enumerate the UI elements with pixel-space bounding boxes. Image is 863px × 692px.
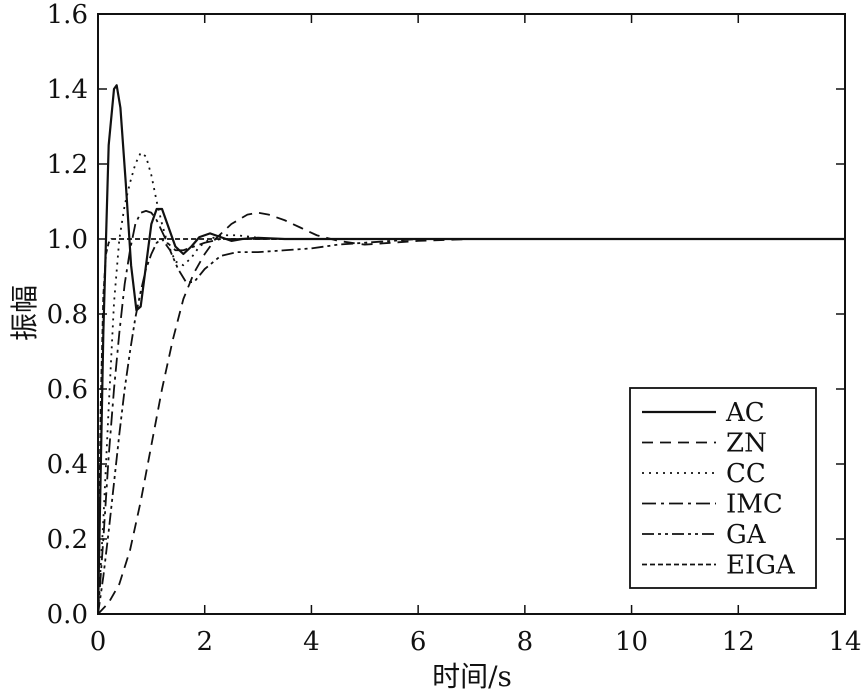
y-tick-labels: 0.0 0.2 0.4 0.6 0.8 1.0 1.2 1.4 1.6 bbox=[47, 0, 88, 630]
legend-label-eiga: EIGA bbox=[726, 551, 796, 581]
y-tick-label: 1.6 bbox=[47, 0, 88, 30]
y-tick-label: 0.8 bbox=[47, 300, 88, 330]
y-tick-label: 0.6 bbox=[47, 375, 88, 405]
x-tick-label: 4 bbox=[303, 627, 320, 657]
y-tick-label: 0.4 bbox=[47, 450, 88, 480]
legend-label-zn: ZN bbox=[726, 429, 767, 459]
legend-label-cc: CC bbox=[726, 459, 766, 489]
y-tick-label: 1.2 bbox=[47, 150, 88, 180]
series-line-ga bbox=[98, 238, 845, 614]
x-axis-label: 时间/s bbox=[432, 660, 512, 692]
x-tick-label: 6 bbox=[410, 627, 427, 657]
x-tick-label: 10 bbox=[615, 627, 648, 657]
y-tick-label: 1.4 bbox=[47, 75, 88, 105]
x-tick-labels: 0 2 4 6 8 10 12 14 bbox=[90, 627, 862, 657]
series-line-imc bbox=[98, 209, 845, 614]
y-axis-label: 振幅 bbox=[8, 285, 41, 341]
y-tick-label: 0.0 bbox=[47, 600, 88, 630]
axis-ticks bbox=[97, 13, 846, 615]
legend-box bbox=[629, 387, 817, 589]
series-line-cc bbox=[98, 151, 845, 614]
legend-label-ga: GA bbox=[726, 520, 767, 550]
y-tick-label: 1.0 bbox=[47, 225, 88, 255]
x-tick-label: 0 bbox=[90, 627, 107, 657]
series-line-eiga bbox=[98, 238, 845, 614]
y-tick-label: 0.2 bbox=[47, 525, 88, 555]
x-tick-label: 8 bbox=[517, 627, 534, 657]
x-tick-label: 2 bbox=[196, 627, 213, 657]
x-tick-label: 14 bbox=[828, 627, 861, 657]
series-lines bbox=[98, 84, 845, 614]
legend-label-imc: IMC bbox=[726, 490, 783, 520]
series-line-zn bbox=[98, 211, 845, 614]
x-tick-label: 12 bbox=[722, 627, 755, 657]
legend-label-ac: AC bbox=[725, 398, 765, 428]
